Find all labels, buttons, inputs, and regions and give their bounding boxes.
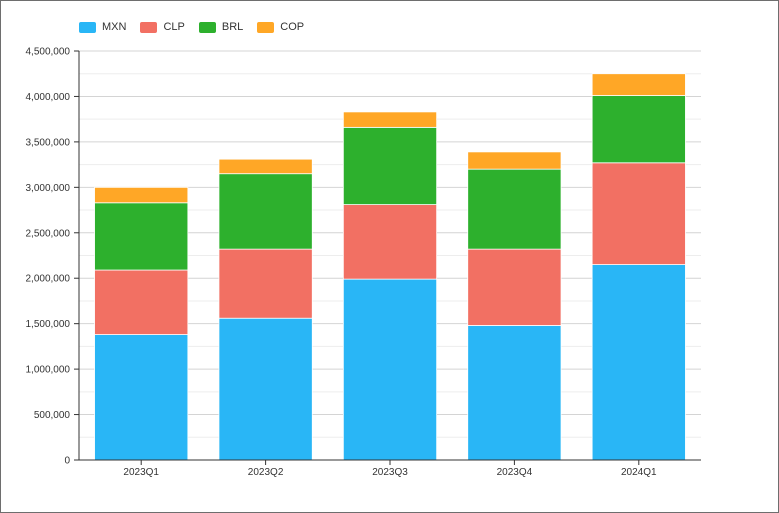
legend-label: MXN bbox=[102, 21, 127, 33]
bar-cop-2023q2[interactable] bbox=[218, 158, 313, 175]
legend-label: BRL bbox=[221, 21, 244, 33]
bar-brl-2024q1[interactable] bbox=[591, 95, 686, 164]
bar-mxn-2023q3[interactable] bbox=[342, 278, 438, 461]
bar-mxn-2023q2[interactable] bbox=[218, 317, 313, 461]
bar-clp-2023q4[interactable] bbox=[467, 248, 562, 326]
bar-clp-2024q1[interactable] bbox=[591, 162, 686, 265]
legend-item-clp[interactable]: CLP bbox=[140, 21, 185, 33]
bar-cop-2023q3[interactable] bbox=[342, 111, 438, 128]
x-tick-label: 2023Q1 bbox=[123, 467, 159, 478]
bar-brl-2023q2[interactable] bbox=[218, 173, 313, 250]
legend-item-cop[interactable]: COP bbox=[257, 21, 304, 33]
bar-brl-2023q3[interactable] bbox=[342, 126, 438, 206]
x-tick-label: 2023Q3 bbox=[372, 467, 408, 478]
bar-cop-2023q4[interactable] bbox=[467, 151, 562, 170]
x-tick-label: 2024Q1 bbox=[621, 467, 657, 478]
y-tick-label: 2,000,000 bbox=[26, 274, 71, 285]
y-tick-label: 1,500,000 bbox=[26, 319, 71, 330]
legend-swatch bbox=[198, 21, 216, 33]
legend-swatch bbox=[257, 21, 275, 33]
legend-item-mxn[interactable]: MXN bbox=[79, 21, 126, 33]
legend-label: CLP bbox=[163, 21, 185, 33]
bar-brl-2023q4[interactable] bbox=[467, 168, 562, 250]
y-tick-label: 4,500,000 bbox=[26, 47, 71, 58]
y-tick-label: 4,000,000 bbox=[26, 92, 71, 103]
bar-clp-2023q2[interactable] bbox=[218, 248, 313, 319]
y-tick-label: 500,000 bbox=[34, 410, 71, 421]
bar-cop-2023q1[interactable] bbox=[94, 186, 189, 204]
bar-clp-2023q1[interactable] bbox=[94, 269, 189, 335]
y-tick-label: 3,000,000 bbox=[26, 183, 71, 194]
bar-mxn-2024q1[interactable] bbox=[591, 264, 686, 461]
legend-swatch bbox=[79, 21, 96, 33]
legend-swatch bbox=[140, 21, 158, 33]
y-tick-label: 0 bbox=[64, 456, 70, 467]
y-tick-label: 2,500,000 bbox=[26, 228, 71, 239]
y-tick-label: 3,500,000 bbox=[26, 137, 71, 148]
y-tick-label: 1,000,000 bbox=[26, 365, 71, 376]
bar-mxn-2023q4[interactable] bbox=[467, 325, 562, 461]
bar-cop-2024q1[interactable] bbox=[591, 73, 686, 96]
legend-label: COP bbox=[280, 21, 305, 33]
bar-clp-2023q3[interactable] bbox=[342, 204, 438, 280]
chart-legend: MXN CLP BRL COP bbox=[79, 20, 304, 34]
x-tick-label: 2023Q4 bbox=[497, 467, 533, 478]
bar-mxn-2023q1[interactable] bbox=[94, 334, 189, 461]
x-tick-label: 2023Q2 bbox=[248, 467, 284, 478]
legend-item-brl[interactable]: BRL bbox=[198, 21, 244, 33]
bar-brl-2023q1[interactable] bbox=[94, 202, 189, 271]
